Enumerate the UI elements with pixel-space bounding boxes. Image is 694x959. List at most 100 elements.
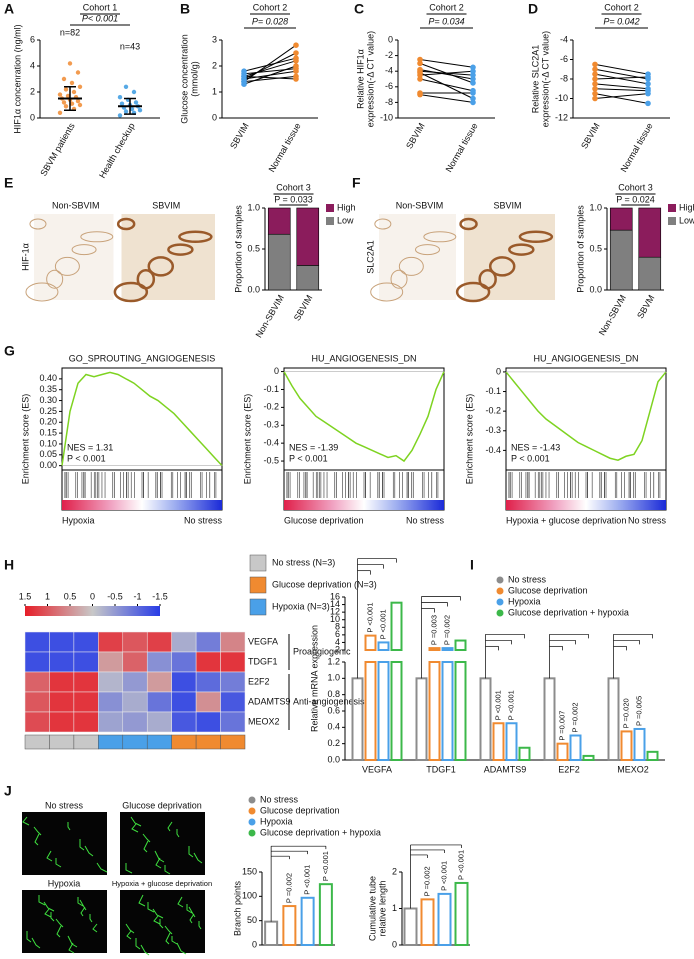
data-point xyxy=(592,81,598,87)
tissue-structure xyxy=(71,244,97,256)
data-point xyxy=(75,98,81,104)
legend-label: Glucose deprivation + hypoxia xyxy=(508,607,629,617)
data-point xyxy=(470,76,476,82)
heatmap-cell xyxy=(49,651,75,673)
tissue-structure xyxy=(113,281,149,303)
y-tick-label: -10 xyxy=(380,112,393,122)
bar xyxy=(518,746,531,761)
image-label: Hypoxia xyxy=(48,878,81,888)
panel-label: D xyxy=(528,1,538,17)
p-value: P= 0.042 xyxy=(603,16,639,26)
y-axis-label: Relative mRNA expression xyxy=(309,625,319,732)
tissue-structure xyxy=(116,217,136,231)
y-tick-label: -0.1 xyxy=(263,384,279,394)
y-tick-label: -12 xyxy=(555,112,568,122)
y-axis-label: Relative SLC2A1 xyxy=(530,45,540,114)
pair-line xyxy=(419,94,474,103)
y-tick-label: 0.6 xyxy=(327,705,340,715)
y-tick-label: -4 xyxy=(385,66,393,76)
panel-label: I xyxy=(470,557,474,573)
bar-segment xyxy=(609,229,633,291)
x-tick-label: Normal tissue xyxy=(619,121,655,174)
data-point xyxy=(417,91,423,98)
group-bar xyxy=(220,734,246,750)
tissue-structure xyxy=(370,282,404,302)
bar xyxy=(364,661,377,761)
y-tick-label: -6 xyxy=(560,54,568,64)
heatmap-cell xyxy=(49,691,75,713)
data-point xyxy=(592,95,598,102)
tissue-structure xyxy=(178,230,213,244)
data-point xyxy=(470,95,476,102)
x-tick-label: SBVIM xyxy=(228,121,251,150)
x-tick-label: VEGFA xyxy=(362,764,392,774)
heatmap-cell xyxy=(220,671,246,693)
row-label: TDGF1 xyxy=(248,656,278,666)
rank-colorbar xyxy=(506,500,666,510)
heatmap-cell xyxy=(171,711,197,733)
y-tick-label: 0.05 xyxy=(39,449,57,459)
y-tick-label: 0.25 xyxy=(39,406,57,416)
heatmap-cell xyxy=(73,691,99,713)
bar xyxy=(454,661,467,761)
y-tick-label: 0 xyxy=(30,112,35,122)
heatmap-cell xyxy=(146,651,172,673)
y-tick-label: -2 xyxy=(385,50,393,60)
error-bar xyxy=(124,97,136,115)
panel-label: A xyxy=(4,1,14,17)
y-tick-label: 6 xyxy=(335,629,340,639)
x-tick-label: MEXO2 xyxy=(617,764,649,774)
data-point xyxy=(123,84,129,90)
data-point xyxy=(57,110,63,116)
x-tick-label: Normal tissue xyxy=(267,121,303,174)
legend-label: Glucose deprivation xyxy=(260,805,340,815)
x-tick-label: SBVIM xyxy=(404,121,427,150)
p-value: P= 0.028 xyxy=(252,16,288,26)
y-tick-label: 4 xyxy=(30,60,35,70)
heatmap-cell xyxy=(122,711,148,733)
micrograph xyxy=(22,890,107,953)
bar xyxy=(437,892,452,947)
data-point xyxy=(77,102,83,108)
x-tick-label: Health checkup xyxy=(97,121,137,180)
y-tick-label: 0.8 xyxy=(327,689,340,699)
heatmap-cell xyxy=(195,651,221,673)
heatmap-cell xyxy=(24,711,50,733)
panel-label: J xyxy=(4,783,12,799)
data-point xyxy=(417,76,423,82)
x-tick-label: Non-SBVIM xyxy=(254,293,286,339)
y-tick-label: 6 xyxy=(30,34,35,44)
tissue-structure xyxy=(46,269,64,289)
y-tick-label: 0.0 xyxy=(247,284,260,294)
bar xyxy=(415,677,428,761)
bar xyxy=(420,898,435,946)
data-point xyxy=(117,95,123,100)
phenotype-label: No stress xyxy=(628,515,667,525)
data-point xyxy=(470,72,476,78)
heatmap-cell xyxy=(146,631,172,653)
y-tick-label: 0.2 xyxy=(327,738,340,748)
y-tick-label: -0.4 xyxy=(263,438,279,448)
pair-line xyxy=(419,72,474,99)
chart-title: Cohort 2 xyxy=(429,2,464,12)
heatmap-cell xyxy=(122,691,148,713)
tube-network xyxy=(125,816,203,875)
p-value: P =0.002 xyxy=(422,866,431,896)
heatmap-cell xyxy=(220,631,246,653)
es-curve xyxy=(505,371,667,461)
p-value: P =0.020 xyxy=(621,698,630,728)
heatmap-cell xyxy=(73,711,99,733)
y-axis-label: Relative HIF1α xyxy=(355,49,365,109)
y-tick-label: -0.1 xyxy=(485,386,501,396)
bar-upper xyxy=(377,641,390,652)
image-label: Glucose deprivation xyxy=(122,800,202,810)
micrograph xyxy=(379,214,456,300)
data-point xyxy=(470,80,476,86)
legend-label: No stress (N=3) xyxy=(272,557,335,567)
p-value: P <0.001 xyxy=(303,865,312,895)
bar xyxy=(492,722,505,761)
group-bar xyxy=(98,734,124,750)
data-point xyxy=(69,80,75,86)
heatmap-cell xyxy=(98,651,124,673)
row-label: VEGFA xyxy=(248,636,278,646)
